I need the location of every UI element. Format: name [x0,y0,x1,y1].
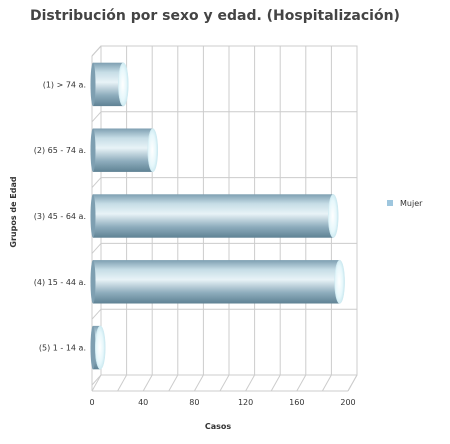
legend-label: Mujer [400,199,423,208]
bar [90,259,345,304]
category-labels: (1) > 74 a. (2) 65 - 74 a. (3) 45 - 64 a. (… [34,80,86,352]
floor-right-edge [347,374,358,392]
floor-grid-line [245,374,256,392]
x-tick-label: 0 [89,398,94,407]
x-tick-label: 80 [189,398,199,407]
category-separator [91,243,102,254]
bar-end-cap [118,62,129,107]
category-label: (2) 65 - 74 a. [34,146,86,155]
floor-grid-line-minor [321,374,332,392]
x-tick-label: 120 [238,398,253,407]
floor-grid-line [193,374,204,392]
bar-base-cap [90,260,96,304]
y-axis-label: Grupos de Edad [9,176,18,248]
floor-grid-line-minor [219,374,230,392]
bars-group [90,62,345,370]
x-tick-label: 200 [340,398,355,407]
category-label: (4) 15 - 44 a. [34,278,86,287]
bar [90,128,158,173]
category-label: (5) 1 - 14 a. [39,344,86,353]
x-tick-label: 40 [138,398,148,407]
floor-grid-line [296,374,307,392]
x-axis-label: Casos [205,422,232,431]
category-label: (1) > 74 a. [43,80,86,89]
floor-grid-line-minor [270,374,281,392]
bar [90,194,339,238]
floor-grid-line [91,374,102,392]
legend: Mujer [387,199,423,208]
category-label: (3) 45 - 64 a. [34,212,86,221]
bar-end-cap [95,325,106,370]
bar-body [93,260,340,304]
bar [90,62,129,107]
x-tick-label: 160 [289,398,304,407]
legend-swatch [387,200,393,206]
floor-grid-line-minor [168,374,179,392]
category-separator [91,45,102,57]
category-separator [91,374,102,386]
chart-title: Distribución por sexo y edad. (Hospitali… [30,8,400,24]
category-separator [91,177,102,188]
bar-body [93,128,153,172]
bar-base-cap [90,325,96,370]
x-tick-labels: 0 40 80 120 160 200 [89,398,355,407]
bar-base-cap [90,128,96,172]
bar-end-cap [334,259,345,304]
floor-grid-line-minor [117,374,128,392]
bar-body [93,194,334,238]
category-separator [91,111,102,123]
bar [90,325,106,370]
bar-base-cap [90,62,96,107]
bar-base-cap [90,194,96,238]
bar-end-cap [147,128,158,173]
category-separator [91,308,102,320]
floor-grid-line [142,374,153,392]
bar-end-cap [327,194,339,238]
